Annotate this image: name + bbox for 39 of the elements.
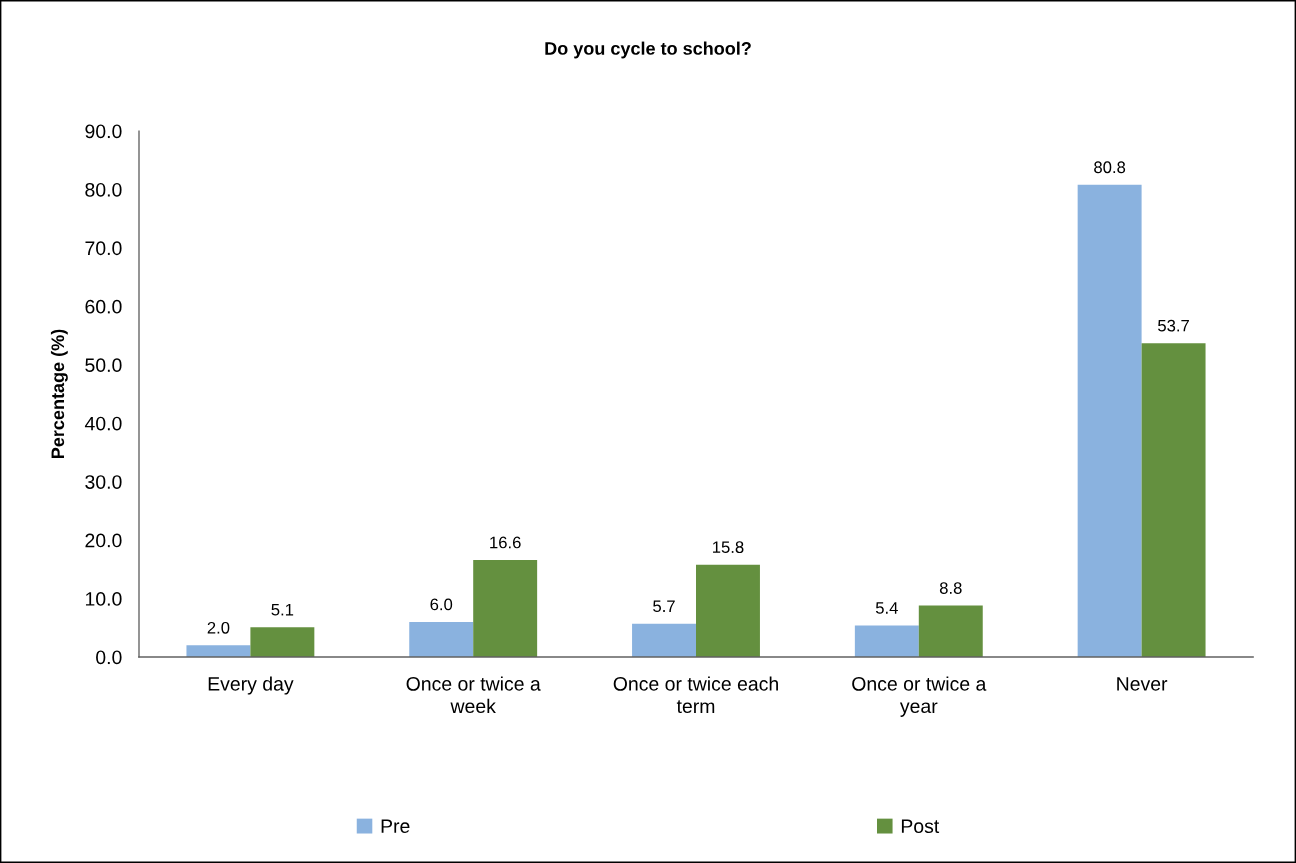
data-label: 80.8 <box>1094 161 1126 174</box>
y-tick-label: 60.0 <box>85 299 122 314</box>
bar <box>696 564 760 657</box>
chart-title: Do you cycle to school? <box>545 41 751 59</box>
bar <box>632 623 696 657</box>
bar <box>1141 343 1206 657</box>
bar <box>186 645 251 657</box>
y-tick-label: 20.0 <box>85 533 122 548</box>
data-label: 15.8 <box>713 541 744 554</box>
y-tick-label: 80.0 <box>85 182 122 197</box>
data-label: 8.8 <box>939 582 962 594</box>
bar <box>854 625 919 657</box>
x-tick-label: Once or twice each term <box>613 676 778 714</box>
data-label: 5.4 <box>875 602 898 614</box>
x-tick-label: Never <box>1117 677 1168 691</box>
data-label: 6.0 <box>430 598 453 611</box>
y-tick-label: 50.0 <box>85 358 122 373</box>
data-label: 2.0 <box>207 621 230 634</box>
data-label: 5.7 <box>653 600 675 613</box>
y-tick-label: 10.0 <box>85 592 122 606</box>
data-label: 16.6 <box>490 536 521 549</box>
data-label: 5.1 <box>271 603 294 616</box>
y-tick-label: 70.0 <box>85 241 122 256</box>
y-tick-label: 90.0 <box>85 124 122 139</box>
x-tick-label: Once or twice a week <box>406 676 541 714</box>
bar <box>473 559 538 657</box>
legend-label: Pre <box>381 819 410 834</box>
bar <box>409 621 474 657</box>
y-tick-label: 0.0 <box>96 650 122 665</box>
legend-label: Post <box>901 819 940 834</box>
y-tick-label: 30.0 <box>85 475 122 489</box>
y-axis-title: Percentage (%) <box>50 329 68 459</box>
x-tick-label: Once or twice a year <box>852 676 987 717</box>
bar <box>250 627 315 657</box>
bar <box>918 605 983 657</box>
data-label: 53.7 <box>1158 319 1189 332</box>
x-tick-label: Every day <box>208 676 294 695</box>
bar <box>1077 184 1142 657</box>
y-tick-label: 40.0 <box>84 416 122 431</box>
